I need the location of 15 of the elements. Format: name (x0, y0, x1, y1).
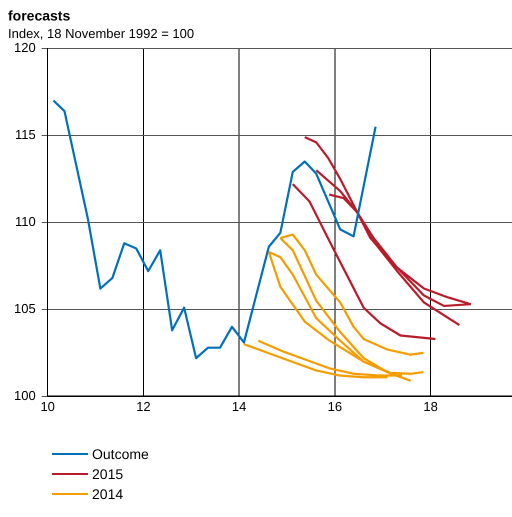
legend-label: 2014 (92, 486, 124, 502)
x-tick-label: 14 (232, 398, 246, 414)
chart-subtitle: Index, 18 November 1992 = 100 (8, 26, 194, 42)
x-tick-label: 18 (423, 398, 438, 414)
x-tick-label: 10 (40, 398, 55, 414)
chart-title: forecasts (8, 7, 70, 24)
x-tick-label: 12 (136, 398, 151, 414)
y-tick-label: 115 (14, 126, 36, 142)
legend-label: Outcome (92, 446, 149, 462)
x-tick-label: 16 (328, 398, 342, 414)
y-tick-label: 105 (14, 300, 36, 316)
legend-label: 2015 (92, 466, 124, 482)
y-tick-label: 120 (14, 40, 36, 55)
y-tick-label: 100 (14, 388, 36, 403)
y-tick-label: 110 (14, 214, 36, 229)
